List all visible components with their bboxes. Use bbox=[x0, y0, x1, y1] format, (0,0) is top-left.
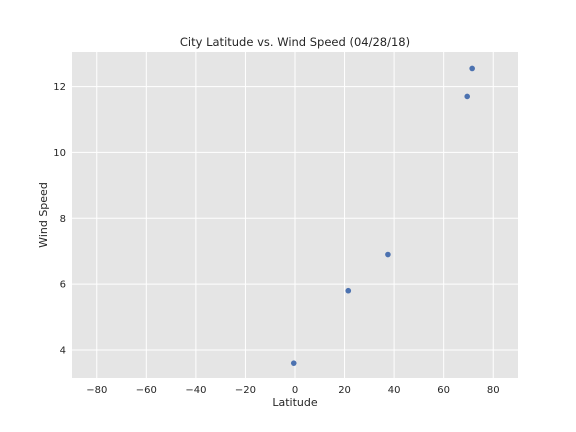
data-points bbox=[290, 65, 475, 366]
y-tick-label: 12 bbox=[53, 82, 66, 93]
x-tick-label: −80 bbox=[86, 385, 107, 396]
data-point bbox=[469, 65, 475, 72]
data-point bbox=[290, 360, 297, 366]
y-tick-label: 6 bbox=[60, 280, 66, 291]
x-tick-label: 0 bbox=[292, 385, 298, 396]
x-tick-label: −20 bbox=[235, 385, 256, 396]
x-tick-label: 20 bbox=[338, 385, 351, 396]
data-point bbox=[385, 251, 391, 258]
x-tick-label: −40 bbox=[185, 385, 206, 396]
y-axis-label: Wind Speed bbox=[37, 182, 50, 248]
x-grid bbox=[96, 52, 494, 378]
data-point bbox=[464, 93, 471, 100]
x-tick-label: 80 bbox=[487, 385, 500, 396]
x-tick-labels: −80 −60 −40 −20 0 20 40 60 80 bbox=[86, 385, 499, 396]
x-tick-label: −60 bbox=[136, 385, 157, 396]
x-axis-label: Latitude bbox=[272, 396, 318, 409]
chart-title: City Latitude vs. Wind Speed (04/28/18) bbox=[180, 35, 410, 49]
y-tick-labels: 4 6 8 10 12 bbox=[53, 82, 66, 356]
y-tick-label: 8 bbox=[60, 214, 66, 225]
y-tick-label: 10 bbox=[53, 148, 66, 159]
y-tick-label: 4 bbox=[60, 346, 66, 357]
x-tick-label: 60 bbox=[437, 385, 450, 396]
data-point bbox=[345, 287, 352, 294]
x-tick-label: 40 bbox=[388, 385, 401, 396]
